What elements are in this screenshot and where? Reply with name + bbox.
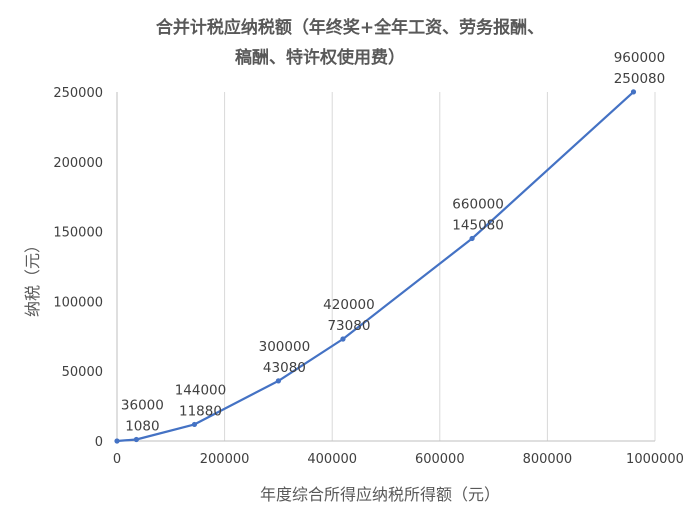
x-axis-title: 年度综合所得应纳税所得额（元） — [260, 485, 500, 504]
x-tick-label: 200000 — [200, 452, 250, 467]
axes — [116, 92, 655, 442]
y-tick-labels: 0 50000 100000 150000 200000 250000 — [53, 86, 103, 450]
x-tick-label: 400000 — [307, 452, 357, 467]
data-label-y: 73080 — [327, 318, 370, 334]
vertical-gridlines — [224, 92, 656, 441]
data-label-y: 1080 — [125, 418, 159, 434]
data-label-y: 145080 — [452, 217, 504, 233]
y-axis-title: 纳税（元） — [23, 237, 42, 317]
data-label: 144000 11880 — [175, 382, 227, 419]
data-label-x: 300000 — [259, 339, 311, 355]
chart-title: 合并计税应纳税额（年终奖+全年工资、劳务报酬、 稿酬、特许权使用费） — [156, 17, 544, 68]
data-label: 960000 250080 — [614, 50, 666, 87]
data-label-y: 250080 — [614, 71, 666, 87]
data-points — [114, 89, 637, 444]
x-tick-label: 0 — [113, 452, 121, 467]
chart-title-line-1: 合并计税应纳税额（年终奖+全年工资、劳务报酬、 — [156, 17, 544, 38]
y-tick-label: 50000 — [62, 365, 103, 380]
y-tick-label: 250000 — [53, 86, 103, 101]
data-point — [114, 438, 120, 444]
data-point — [469, 235, 475, 242]
data-point — [340, 336, 346, 342]
data-label: 36000 1080 — [121, 397, 164, 434]
data-point — [191, 421, 198, 428]
chart-title-line-2: 稿酬、特许权使用费） — [235, 47, 405, 68]
data-point — [630, 89, 637, 95]
x-tick-labels: 0 200000 400000 600000 800000 1000000 — [113, 452, 684, 467]
data-label-x: 36000 — [121, 397, 164, 413]
data-label-x: 420000 — [323, 297, 375, 313]
y-tick-label: 150000 — [53, 226, 103, 241]
data-point — [275, 378, 281, 384]
data-label-y: 11880 — [179, 403, 222, 419]
data-label: 660000 145080 — [452, 196, 504, 233]
data-label-x: 660000 — [452, 196, 504, 212]
data-label: 300000 43080 — [259, 339, 311, 376]
data-label-x: 960000 — [614, 50, 666, 66]
data-point — [133, 436, 139, 443]
x-tick-label: 1000000 — [626, 452, 684, 467]
data-label-y: 43080 — [263, 360, 306, 376]
data-labels: 36000 1080 144000 11880 300000 43080 420000 730… — [121, 50, 665, 435]
y-tick-label: 200000 — [53, 156, 103, 171]
x-tick-label: 600000 — [415, 452, 465, 467]
data-label-x: 144000 — [175, 382, 227, 398]
y-tick-label: 0 — [95, 435, 103, 450]
data-label: 420000 73080 — [323, 297, 375, 334]
y-tick-label: 100000 — [53, 295, 103, 310]
x-tick-label: 800000 — [523, 452, 573, 467]
